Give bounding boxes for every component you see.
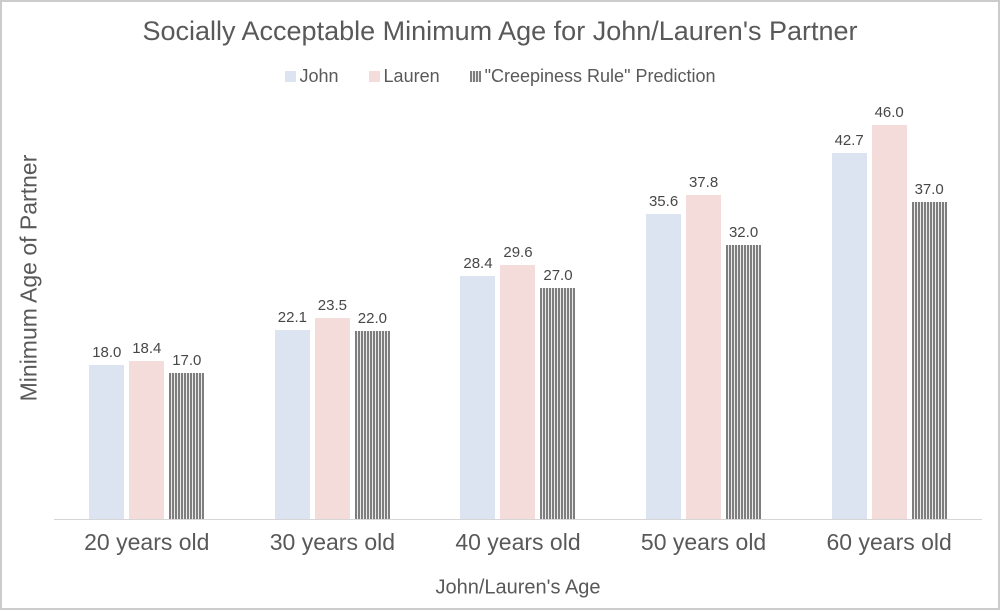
bar-value-label: 22.0 [357, 310, 387, 327]
bar-value-label: 42.7 [834, 132, 864, 149]
bar-john [89, 365, 125, 519]
bar-lauren [314, 318, 350, 519]
x-category-label: 30 years old [269, 529, 396, 555]
chart-title: Socially Acceptable Minimum Age for John… [142, 16, 858, 46]
x-axis-line [54, 519, 982, 520]
bar-creepiness-rule-prediction [354, 331, 390, 519]
legend-label: John [299, 66, 339, 86]
bar-unit: 18.0 [89, 102, 125, 519]
bar-lauren [129, 361, 165, 519]
bar-unit: 42.7 [831, 102, 867, 519]
y-axis-title: Minimum Age of Partner [15, 154, 42, 402]
bar-lauren [500, 265, 536, 519]
legend: John Lauren "Creepiness Rule" Prediction [2, 66, 998, 87]
bar-group-60-years-old: 42.7 46.0 37.0 [796, 102, 982, 519]
bar-value-label: 23.5 [317, 297, 347, 314]
bar-unit: 22.0 [354, 102, 390, 519]
x-category-label: 50 years old [640, 529, 767, 555]
bar-value-label: 17.0 [172, 352, 202, 369]
bar-unit: 27.0 [540, 102, 576, 519]
bar-value-label: 37.0 [914, 181, 944, 198]
bar-group-20-years-old: 18.0 18.4 17.0 [54, 102, 240, 519]
bar-unit: 28.4 [460, 102, 496, 519]
bar-value-label: 27.0 [543, 267, 573, 284]
legend-item-john: John [284, 66, 339, 87]
bar-creepiness-rule-prediction [726, 245, 762, 519]
legend-item-creepiness-rule-prediction: "Creepiness Rule" Prediction [469, 66, 716, 87]
bar-creepiness-rule-prediction [540, 288, 576, 519]
bar-value-label: 32.0 [728, 224, 759, 241]
bar-value-label: 29.6 [503, 244, 533, 261]
x-category-label: 60 years old [826, 529, 952, 555]
legend-item-lauren: Lauren [368, 66, 440, 87]
bar-unit: 37.8 [686, 102, 722, 519]
bar-group-40-years-old: 28.4 29.6 27.0 [425, 102, 611, 519]
bar-lauren [871, 125, 907, 519]
x-category-row: 20 years old 30 years old 40 years old 50 y… [54, 529, 982, 556]
bar-group-50-years-old: 35.6 37.8 32.0 [611, 102, 797, 519]
bar-group-30-years-old: 22.1 23.5 22.0 [240, 102, 426, 519]
bar-creepiness-rule-prediction [169, 373, 205, 519]
bar-unit: 23.5 [314, 102, 350, 519]
bar-john [646, 214, 682, 519]
legend-marker-icon [284, 71, 296, 82]
bar-unit: 22.1 [274, 102, 310, 519]
bar-value-label: 22.1 [277, 309, 307, 326]
bar-unit: 37.0 [911, 102, 947, 519]
legend-marker-icon [368, 71, 380, 82]
legend-marker-icon [469, 71, 481, 82]
legend-label: "Creepiness Rule" Prediction [484, 66, 716, 86]
bar-unit: 35.6 [646, 102, 682, 519]
bar-value-label: 35.6 [648, 193, 679, 210]
x-category-label: 20 years old [84, 529, 210, 555]
bar-value-label: 28.4 [463, 255, 493, 272]
legend-label: Lauren [383, 66, 440, 86]
bar-unit: 46.0 [871, 102, 907, 519]
bar-value-label: 46.0 [874, 104, 904, 121]
bar-value-label: 18.4 [132, 340, 162, 357]
bar-unit: 29.6 [500, 102, 536, 519]
bar-value-label: 37.8 [688, 174, 719, 191]
bar-unit: 32.0 [726, 102, 762, 519]
x-axis-title: John/Lauren's Age [435, 576, 601, 599]
x-category-label: 40 years old [455, 529, 581, 555]
bar-john [274, 330, 310, 519]
bar-john [460, 276, 496, 519]
bar-unit: 18.4 [129, 102, 165, 519]
bar-value-label: 18.0 [92, 344, 122, 361]
bar-john [831, 153, 867, 519]
bar-lauren [686, 195, 722, 519]
bar-unit: 17.0 [169, 102, 205, 519]
bar-creepiness-rule-prediction [911, 202, 947, 519]
plot-area: 18.0 18.4 17.0 22.1 23.5 22.0 28.4 29.6 27.0 35.6… [54, 102, 982, 519]
